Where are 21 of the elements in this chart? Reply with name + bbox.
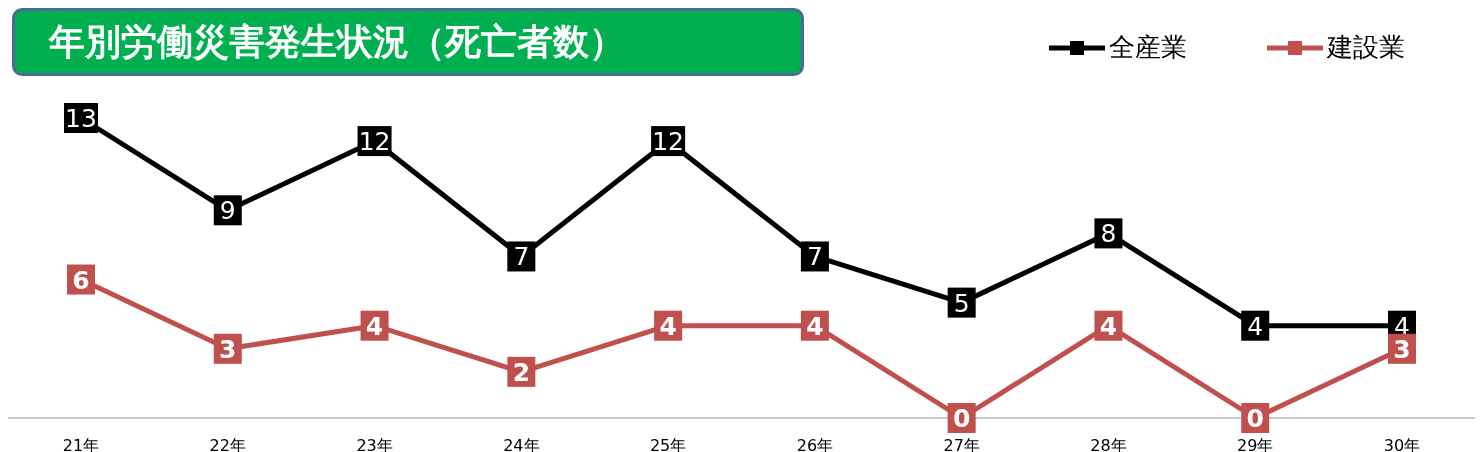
chart-title: 年別労働災害発生状況（死亡者数） [12,8,804,76]
data-label: 3 [219,334,237,364]
data-label: 7 [513,242,530,272]
data-label: 7 [806,242,823,272]
data-label: 2 [512,357,531,387]
data-label: 6 [72,265,90,295]
data-label: 0 [952,404,971,433]
data-label: 12 [652,127,685,157]
data-label: 12 [358,127,391,157]
data-label: 8 [1100,219,1117,249]
data-label: 13 [65,104,97,133]
legend-label: 全産業 [1109,31,1187,64]
data-label: 4 [1247,311,1264,341]
data-label: 4 [806,311,824,341]
data-label: 4 [365,311,384,341]
data-label: 4 [659,311,677,341]
data-label: 0 [1246,404,1264,433]
legend-label: 建設業 [1327,31,1405,64]
data-label: 5 [953,288,970,318]
data-label: 4 [1099,311,1118,341]
data-label: 9 [219,196,236,226]
